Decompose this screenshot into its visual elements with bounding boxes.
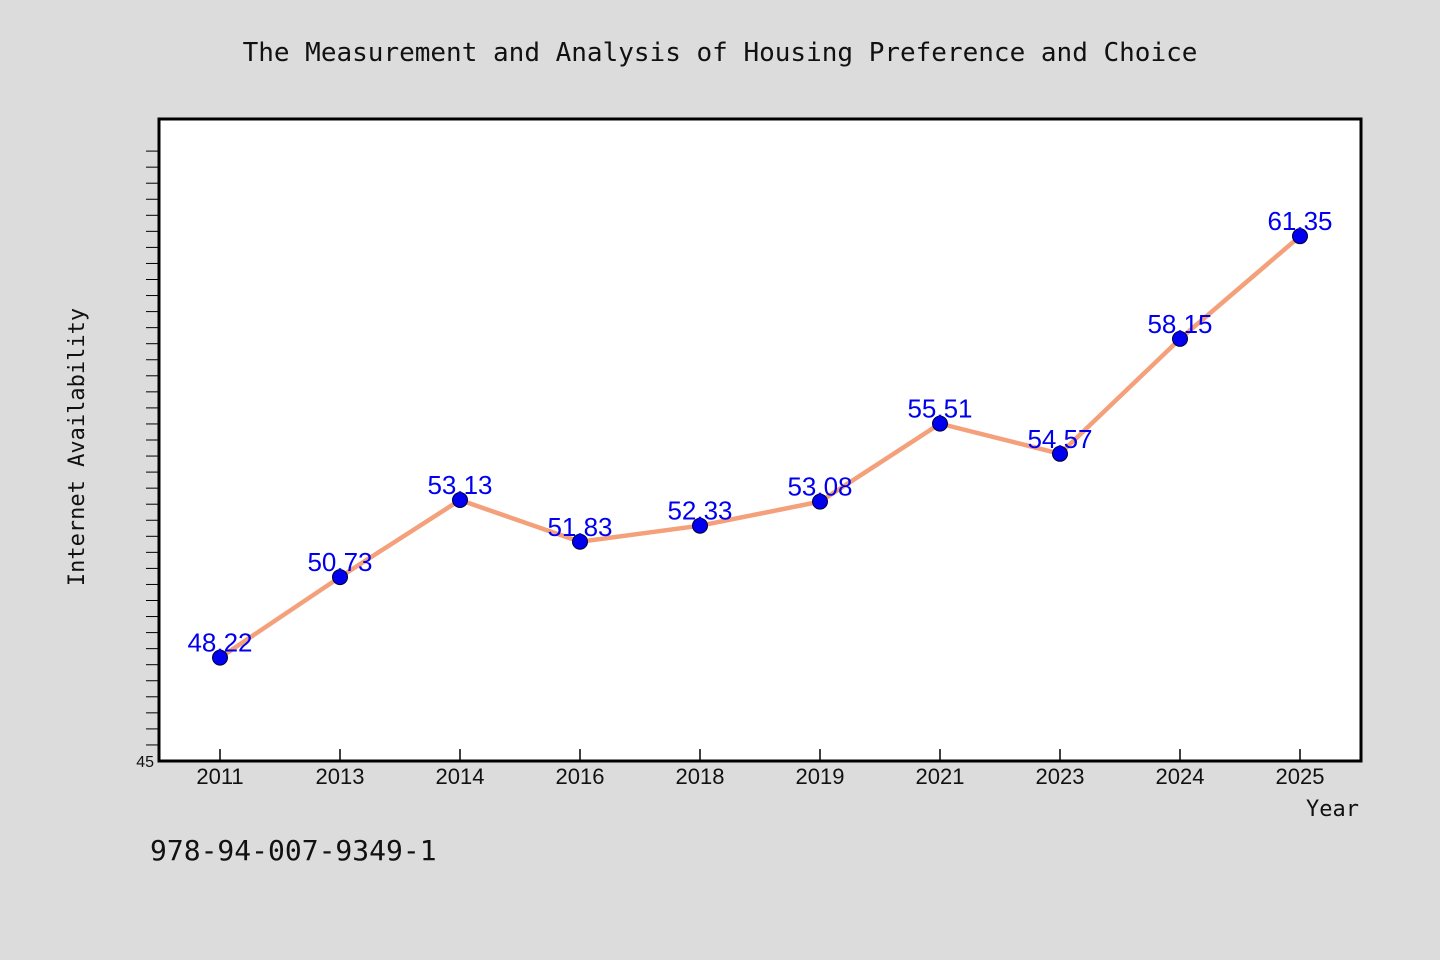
data-label: 52.33 bbox=[667, 496, 732, 526]
data-point bbox=[1172, 330, 1188, 347]
x-tick-label: 2018 bbox=[676, 764, 725, 789]
x-tick-label: 2021 bbox=[916, 764, 965, 789]
data-point bbox=[692, 517, 708, 534]
data-label: 51.83 bbox=[547, 512, 612, 542]
x-tick-label: 2013 bbox=[316, 764, 365, 789]
data-point bbox=[1052, 445, 1068, 462]
data-point bbox=[812, 493, 828, 510]
data-point bbox=[932, 415, 948, 432]
isbn-text: 978-94-007-9349-1 bbox=[150, 834, 437, 867]
x-tick-label: 2016 bbox=[556, 764, 605, 789]
data-label: 61.35 bbox=[1267, 206, 1332, 236]
x-tick-label: 2024 bbox=[1156, 764, 1205, 789]
data-label: 55.51 bbox=[907, 394, 972, 424]
x-axis-ticks: 2011 2013 2014 2016 2018 2019 2021 2023 2024 2025 bbox=[196, 749, 1324, 789]
data-label: 53.13 bbox=[427, 470, 492, 500]
series-group: 48.22 50.73 53.13 51.83 52.33 53.08 55.51 54.57… bbox=[187, 206, 1333, 666]
y-axis-label: Internet Availability bbox=[65, 308, 90, 586]
x-tick-label: 2011 bbox=[196, 764, 243, 789]
data-point bbox=[332, 569, 348, 586]
data-point bbox=[212, 649, 228, 666]
x-tick-label: 2025 bbox=[1276, 764, 1325, 789]
data-point bbox=[452, 492, 468, 509]
x-tick-label: 2023 bbox=[1036, 764, 1085, 789]
x-tick-label: 2019 bbox=[796, 764, 845, 789]
data-label: 53.08 bbox=[787, 472, 852, 502]
series-line bbox=[217, 233, 1303, 660]
y-axis-ticks: 45 bbox=[136, 150, 159, 771]
data-label: 58.15 bbox=[1147, 309, 1212, 339]
data-label: 48.22 bbox=[187, 628, 252, 658]
chart-title: The Measurement and Analysis of Housing … bbox=[243, 38, 1198, 68]
x-axis-label: Year bbox=[1306, 797, 1359, 822]
y-tick-label: 45 bbox=[136, 754, 154, 771]
x-tick-label: 2014 bbox=[436, 764, 485, 789]
data-label: 50.73 bbox=[307, 547, 372, 577]
plot-area bbox=[157, 117, 1363, 763]
data-label: 54.57 bbox=[1027, 424, 1092, 454]
data-point bbox=[1292, 228, 1308, 245]
data-point bbox=[572, 533, 588, 550]
